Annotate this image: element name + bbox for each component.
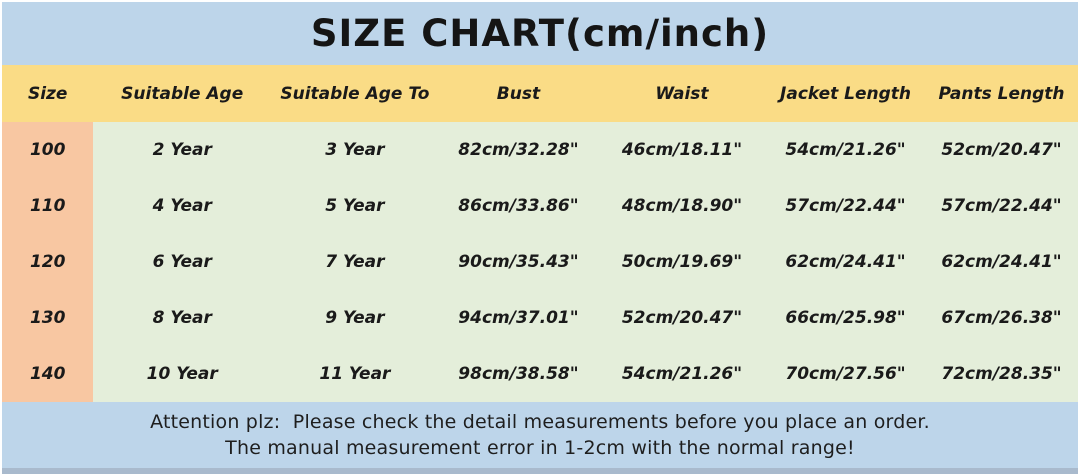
pants-length-value: 57cm/22.44" bbox=[941, 196, 1062, 216]
suitable-age-to-value: 3 Year bbox=[325, 140, 385, 160]
column-header-suitable-age-to: Suitable Age To bbox=[280, 83, 430, 104]
column-header-pants-length: Pants Length bbox=[938, 83, 1065, 104]
jacket-length-value: 54cm/21.26" bbox=[785, 140, 906, 160]
page-title: SIZE CHART(cm/inch) bbox=[310, 12, 770, 55]
waist-value: 46cm/18.11" bbox=[621, 140, 743, 160]
suitable-age-to-value: 7 Year bbox=[325, 252, 385, 272]
column-header-bust: Bust bbox=[496, 83, 541, 104]
size-value: 120 bbox=[2, 234, 94, 290]
jacket-length-value: 66cm/25.98" bbox=[785, 308, 906, 328]
column-header-jacket-length: Jacket Length bbox=[780, 83, 912, 104]
pants-length-value: 62cm/24.41" bbox=[941, 252, 1062, 272]
table-body: 100 2 Year 3 Year 82cm/32.28" 46cm/18.11… bbox=[2, 122, 1078, 402]
jacket-length-value: 62cm/24.41" bbox=[785, 252, 906, 272]
size-value: 130 bbox=[2, 290, 94, 346]
bust-value: 82cm/32.28" bbox=[458, 140, 579, 160]
jacket-length-value: 57cm/22.44" bbox=[785, 196, 906, 216]
size-value: 110 bbox=[2, 178, 94, 234]
suitable-age-value: 8 Year bbox=[152, 308, 212, 328]
pants-length-value: 52cm/20.47" bbox=[941, 140, 1062, 160]
waist-value: 50cm/19.69" bbox=[621, 252, 743, 272]
waist-value: 48cm/18.90" bbox=[621, 196, 743, 216]
table-row: 110 4 Year 5 Year 86cm/33.86" 48cm/18.90… bbox=[2, 178, 1078, 234]
bust-value: 94cm/37.01" bbox=[458, 308, 579, 328]
bottom-edge-strip bbox=[2, 468, 1078, 474]
suitable-age-to-value: 11 Year bbox=[319, 364, 391, 384]
size-value: 100 bbox=[2, 122, 94, 178]
attention-notes: Attention plz: Please check the detail m… bbox=[2, 402, 1078, 468]
suitable-age-value: 6 Year bbox=[152, 252, 212, 272]
suitable-age-to-value: 9 Year bbox=[325, 308, 385, 328]
waist-value: 52cm/20.47" bbox=[621, 308, 743, 328]
suitable-age-value: 10 Year bbox=[146, 364, 218, 384]
table-row: 130 8 Year 9 Year 94cm/37.01" 52cm/20.47… bbox=[2, 290, 1078, 346]
table-header-row: Size Suitable Age Suitable Age To Bust W… bbox=[2, 65, 1078, 122]
suitable-age-value: 2 Year bbox=[152, 140, 212, 160]
size-value: 140 bbox=[2, 346, 94, 402]
table-row: 120 6 Year 7 Year 90cm/35.43" 50cm/19.69… bbox=[2, 234, 1078, 290]
column-header-size: Size bbox=[27, 83, 68, 104]
note-line-1: Attention plz: Please check the detail m… bbox=[150, 410, 930, 433]
waist-value: 54cm/21.26" bbox=[621, 364, 743, 384]
table-row: 100 2 Year 3 Year 82cm/32.28" 46cm/18.11… bbox=[2, 122, 1078, 178]
column-header-waist: Waist bbox=[655, 83, 709, 104]
table-row: 140 10 Year 11 Year 98cm/38.58" 54cm/21.… bbox=[2, 346, 1078, 402]
note-line-2: The manual measurement error in 1-2cm wi… bbox=[225, 437, 855, 460]
bust-value: 86cm/33.86" bbox=[458, 196, 579, 216]
pants-length-value: 72cm/28.35" bbox=[941, 364, 1062, 384]
bust-value: 90cm/35.43" bbox=[458, 252, 579, 272]
chart-title-bar: SIZE CHART(cm/inch) bbox=[2, 2, 1078, 65]
pants-length-value: 67cm/26.38" bbox=[941, 308, 1062, 328]
bust-value: 98cm/38.58" bbox=[458, 364, 579, 384]
suitable-age-value: 4 Year bbox=[152, 196, 212, 216]
suitable-age-to-value: 5 Year bbox=[325, 196, 385, 216]
column-header-suitable-age: Suitable Age bbox=[121, 83, 244, 104]
jacket-length-value: 70cm/27.56" bbox=[785, 364, 906, 384]
